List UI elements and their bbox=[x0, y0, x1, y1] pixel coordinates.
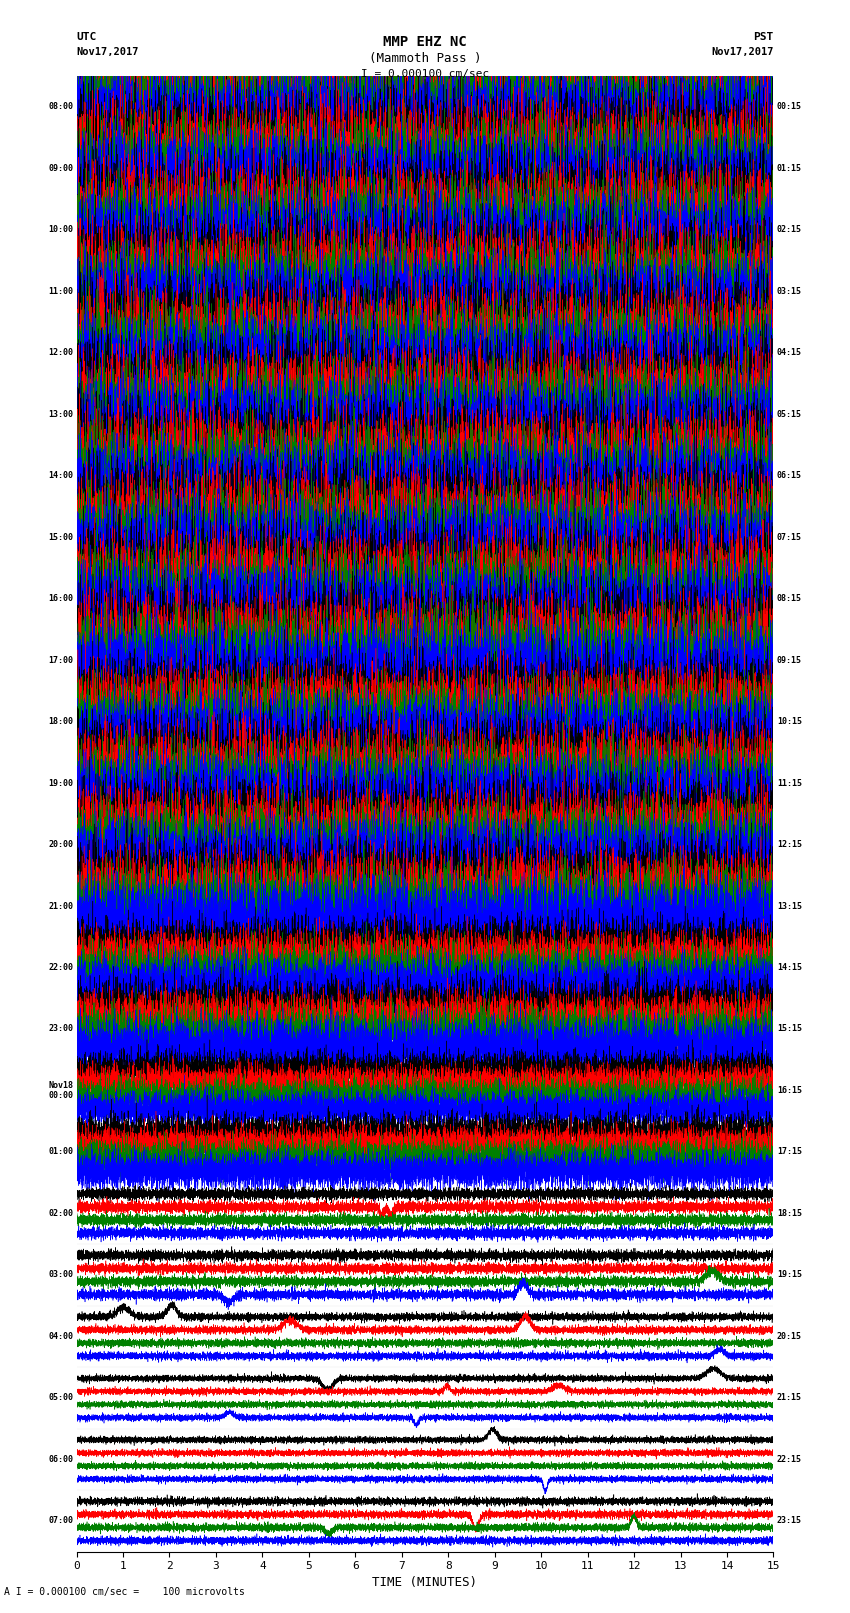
Text: 09:15: 09:15 bbox=[777, 655, 802, 665]
Text: 03:15: 03:15 bbox=[777, 287, 802, 295]
Text: Nov17,2017: Nov17,2017 bbox=[711, 47, 774, 56]
Text: 07:00: 07:00 bbox=[48, 1516, 73, 1526]
Text: 01:00: 01:00 bbox=[48, 1147, 73, 1157]
Text: 16:15: 16:15 bbox=[777, 1086, 802, 1095]
Text: 10:15: 10:15 bbox=[777, 718, 802, 726]
Text: 10:00: 10:00 bbox=[48, 226, 73, 234]
Text: 15:15: 15:15 bbox=[777, 1024, 802, 1034]
Text: 18:00: 18:00 bbox=[48, 718, 73, 726]
Text: 13:00: 13:00 bbox=[48, 410, 73, 418]
Text: 12:00: 12:00 bbox=[48, 348, 73, 356]
Text: 14:15: 14:15 bbox=[777, 963, 802, 973]
Text: 01:15: 01:15 bbox=[777, 163, 802, 173]
Text: 20:00: 20:00 bbox=[48, 840, 73, 848]
Text: Nov17,2017: Nov17,2017 bbox=[76, 47, 139, 56]
Text: 08:15: 08:15 bbox=[777, 594, 802, 603]
Text: 23:15: 23:15 bbox=[777, 1516, 802, 1526]
Text: 18:15: 18:15 bbox=[777, 1210, 802, 1218]
Text: 16:00: 16:00 bbox=[48, 594, 73, 603]
Text: 14:00: 14:00 bbox=[48, 471, 73, 481]
Text: PST: PST bbox=[753, 32, 774, 42]
Text: 06:15: 06:15 bbox=[777, 471, 802, 481]
Text: 02:00: 02:00 bbox=[48, 1210, 73, 1218]
Text: 11:15: 11:15 bbox=[777, 779, 802, 787]
Text: 19:15: 19:15 bbox=[777, 1271, 802, 1279]
Text: 20:15: 20:15 bbox=[777, 1332, 802, 1340]
Text: 22:15: 22:15 bbox=[777, 1455, 802, 1465]
Text: 03:00: 03:00 bbox=[48, 1271, 73, 1279]
Text: 13:15: 13:15 bbox=[777, 902, 802, 910]
Text: 23:00: 23:00 bbox=[48, 1024, 73, 1034]
Text: 08:00: 08:00 bbox=[48, 102, 73, 111]
Text: 21:15: 21:15 bbox=[777, 1394, 802, 1402]
Text: MMP EHZ NC: MMP EHZ NC bbox=[383, 35, 467, 50]
Text: 11:00: 11:00 bbox=[48, 287, 73, 295]
Text: (Mammoth Pass ): (Mammoth Pass ) bbox=[369, 52, 481, 65]
Text: 17:15: 17:15 bbox=[777, 1147, 802, 1157]
Text: UTC: UTC bbox=[76, 32, 97, 42]
Text: 12:15: 12:15 bbox=[777, 840, 802, 848]
Text: 05:00: 05:00 bbox=[48, 1394, 73, 1402]
Text: Nov18
00:00: Nov18 00:00 bbox=[48, 1081, 73, 1100]
Text: 07:15: 07:15 bbox=[777, 532, 802, 542]
Text: I = 0.000100 cm/sec: I = 0.000100 cm/sec bbox=[361, 69, 489, 79]
Text: A I = 0.000100 cm/sec =    100 microvolts: A I = 0.000100 cm/sec = 100 microvolts bbox=[4, 1587, 245, 1597]
Text: 17:00: 17:00 bbox=[48, 655, 73, 665]
Text: 06:00: 06:00 bbox=[48, 1455, 73, 1465]
X-axis label: TIME (MINUTES): TIME (MINUTES) bbox=[372, 1576, 478, 1589]
Text: 21:00: 21:00 bbox=[48, 902, 73, 910]
Text: 09:00: 09:00 bbox=[48, 163, 73, 173]
Text: 02:15: 02:15 bbox=[777, 226, 802, 234]
Text: 15:00: 15:00 bbox=[48, 532, 73, 542]
Text: 05:15: 05:15 bbox=[777, 410, 802, 418]
Text: 19:00: 19:00 bbox=[48, 779, 73, 787]
Text: 00:15: 00:15 bbox=[777, 102, 802, 111]
Text: 04:00: 04:00 bbox=[48, 1332, 73, 1340]
Text: 04:15: 04:15 bbox=[777, 348, 802, 356]
Text: 22:00: 22:00 bbox=[48, 963, 73, 973]
